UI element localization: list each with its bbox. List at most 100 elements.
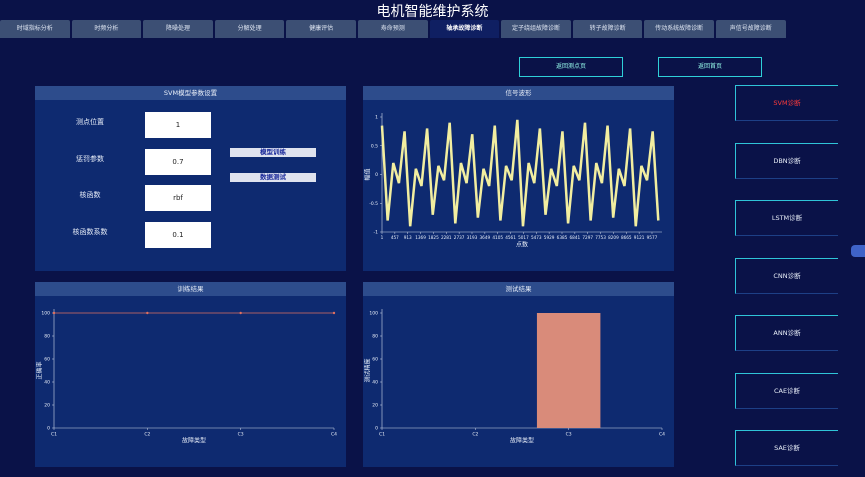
side-button[interactable]: LSTM诊断 bbox=[735, 200, 838, 236]
x-tick-label: 3649 bbox=[480, 235, 491, 240]
y-tick-label: 0 bbox=[375, 426, 378, 432]
tab[interactable]: 时域指标分析 bbox=[0, 20, 70, 38]
x-tick-label: 8209 bbox=[608, 235, 619, 240]
field-input[interactable]: 1 bbox=[145, 112, 211, 138]
chart-title: 测试结果 bbox=[363, 282, 674, 296]
side-button[interactable]: SVM诊断 bbox=[735, 85, 838, 121]
tab[interactable]: 分解处理 bbox=[214, 20, 285, 38]
x-tick-label: C3 bbox=[238, 432, 244, 438]
x-tick-label: 7753 bbox=[595, 235, 606, 240]
param-panel: SVM模型参数设置 测点位置 1 惩罚参数 0.7 核函数 rbf 核函数系数 0.1 模型训练… bbox=[35, 86, 346, 271]
x-axis-label: 故障类型 bbox=[182, 437, 206, 445]
y-axis-label: 测试精度 bbox=[364, 358, 372, 382]
x-axis-label: 故障类型 bbox=[510, 437, 534, 445]
app-title: 电机智能维护系统 bbox=[376, 4, 489, 20]
x-tick-label: 2737 bbox=[454, 235, 465, 240]
nav-button[interactable]: 返回测点页 bbox=[519, 57, 623, 77]
train-panel: 训练结果 0 20 40 60 80 100 C1 C2 C3 C4 故障类型 正确率 bbox=[35, 282, 346, 467]
y-tick-label: 40 bbox=[44, 380, 50, 386]
y-tick-label: 100 bbox=[369, 311, 378, 317]
test-panel: 测试结果 0 20 40 60 80 100 C1 C2 C3 C4 故障类型 测试精度 bbox=[363, 282, 674, 467]
field-label: 测点位置 bbox=[76, 118, 104, 126]
x-tick-label: 3193 bbox=[467, 235, 478, 240]
panel-title: SVM模型参数设置 bbox=[35, 86, 346, 100]
x-tick-label: 6385 bbox=[557, 235, 568, 240]
field-input[interactable]: 0.7 bbox=[145, 148, 211, 175]
tab[interactable]: 寿命预测 bbox=[358, 20, 428, 38]
x-tick-label: C4 bbox=[331, 432, 337, 438]
side-button[interactable]: CAE诊断 bbox=[735, 372, 838, 409]
x-tick-label: 913 bbox=[404, 235, 412, 240]
tab[interactable]: 时频分析 bbox=[71, 20, 142, 38]
x-tick-label: C2 bbox=[144, 432, 150, 438]
x-axis-label: 点数 bbox=[516, 241, 528, 249]
field-label: 核函数 bbox=[79, 191, 101, 199]
bar bbox=[536, 313, 601, 428]
y-axis-label: 幅值 bbox=[364, 168, 372, 180]
tab[interactable]: 声信号故障诊断 bbox=[716, 20, 786, 38]
side-button[interactable]: DBN诊断 bbox=[735, 142, 838, 179]
y-tick-label: 0.5 bbox=[371, 143, 378, 149]
tab[interactable]: 降噪处理 bbox=[143, 20, 213, 38]
chart: -1 -0.5 0 0.5 1 1 457 913 1369 1825 2281 2737 3193 36… bbox=[364, 113, 662, 249]
y-tick-label: 60 bbox=[44, 357, 50, 363]
field-input[interactable]: 0.1 bbox=[145, 221, 211, 248]
x-tick-label: C1 bbox=[51, 432, 57, 438]
chart: 0 20 40 60 80 100 C1 C2 C3 C4 故障类型 测试精度 bbox=[364, 309, 665, 445]
x-tick-label: 457 bbox=[391, 235, 399, 240]
tab[interactable]: 传动系统故障诊断 bbox=[644, 20, 714, 38]
data-point bbox=[146, 311, 149, 315]
tab[interactable]: 定子绕组故障诊断 bbox=[501, 20, 571, 38]
x-tick-label: C2 bbox=[472, 432, 478, 438]
tab-bar: 时域指标分析 时频分析 降噪处理 分解处理 健康评估 寿命预测 轴承故障诊断 定子绕组故障诊断… bbox=[0, 20, 790, 38]
x-tick-label: 4105 bbox=[492, 235, 503, 240]
x-tick-label: 1369 bbox=[415, 235, 426, 240]
y-tick-label: -1 bbox=[374, 230, 379, 236]
x-tick-label: C1 bbox=[379, 432, 385, 438]
chart-title: 信号波形 bbox=[363, 86, 674, 100]
x-tick-label: 4561 bbox=[505, 235, 516, 240]
x-tick-label: C4 bbox=[659, 432, 665, 438]
data-point bbox=[332, 311, 336, 315]
x-tick-label: 5929 bbox=[544, 235, 555, 240]
field-label: 惩罚参数 bbox=[76, 154, 104, 163]
side-button[interactable]: CNN诊断 bbox=[735, 257, 838, 294]
y-tick-label: -0.5 bbox=[369, 201, 378, 207]
field-label: 核函数系数 bbox=[72, 227, 108, 236]
action-button[interactable]: 模型训练 bbox=[230, 148, 316, 157]
field-input[interactable]: rbf bbox=[145, 185, 211, 211]
tab[interactable]: 轴承故障诊断 bbox=[429, 20, 500, 38]
y-tick-label: 1 bbox=[375, 115, 378, 121]
nav-button[interactable]: 返回首页 bbox=[658, 57, 762, 77]
x-tick-label: C3 bbox=[566, 432, 572, 438]
chart-title: 训练结果 bbox=[35, 282, 346, 296]
y-tick-label: 40 bbox=[372, 380, 378, 386]
y-tick-label: 20 bbox=[44, 403, 50, 409]
x-tick-label: 9121 bbox=[634, 235, 645, 240]
y-tick-label: 0 bbox=[47, 426, 50, 432]
x-tick-label: 2281 bbox=[441, 235, 452, 240]
tab[interactable]: 健康评估 bbox=[286, 20, 356, 38]
x-tick-label: 5473 bbox=[531, 235, 542, 240]
y-tick-label: 0 bbox=[375, 172, 378, 178]
data-point bbox=[52, 311, 56, 315]
float-icon[interactable] bbox=[851, 245, 865, 257]
y-tick-label: 100 bbox=[41, 311, 50, 317]
x-tick-label: 7297 bbox=[582, 235, 593, 240]
y-tick-label: 60 bbox=[372, 357, 378, 363]
x-tick-label: 9577 bbox=[647, 235, 658, 240]
y-tick-label: 80 bbox=[372, 334, 378, 340]
action-button[interactable]: 数据测试 bbox=[230, 173, 316, 182]
side-button[interactable]: SAE诊断 bbox=[735, 430, 838, 466]
x-tick-label: 8665 bbox=[621, 235, 632, 240]
series-line bbox=[380, 119, 660, 227]
data-point bbox=[239, 311, 242, 315]
tab[interactable]: 转子故障诊断 bbox=[572, 20, 643, 38]
x-tick-label: 6841 bbox=[570, 235, 581, 240]
side-button[interactable]: ANN诊断 bbox=[735, 315, 838, 351]
x-tick-label: 1 bbox=[381, 235, 384, 240]
y-tick-label: 20 bbox=[372, 403, 378, 409]
x-tick-label: 1825 bbox=[428, 235, 439, 240]
chart: 0 20 40 60 80 100 C1 C2 C3 C4 故障类型 正确率 bbox=[36, 309, 337, 445]
